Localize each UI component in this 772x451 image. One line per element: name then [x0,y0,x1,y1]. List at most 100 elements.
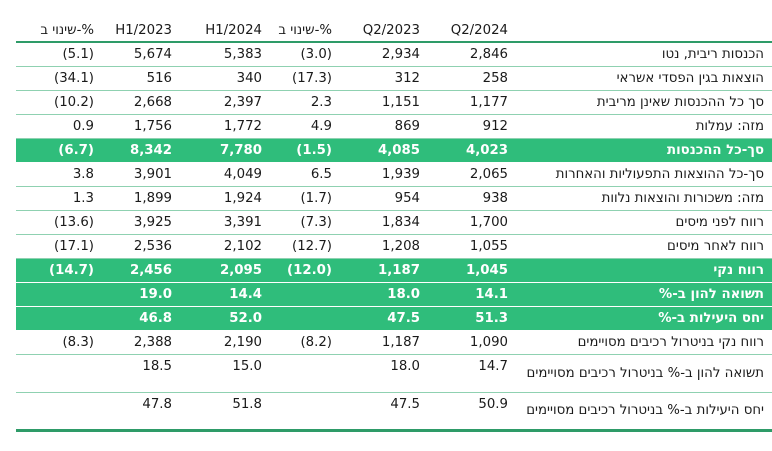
cell-change-q2 [266,282,336,307]
cell-change-h1: (10.2) [16,90,98,115]
cell-q2-2023: 18.0 [336,354,424,393]
cell-h1-2023: 3,925 [98,210,176,235]
cell-change-q2: (17.3) [266,66,336,91]
cell-change-q2: 6.5 [266,162,336,187]
table-row: (8.3) 2,388 2,190 (8.2) 1,187 1,090 רווח נקי ב… [16,330,772,355]
table-row: 0.9 1,756 1,772 4.9 869 912 מזה: עמלות [16,114,772,139]
cell-q2-2024: 1,177 [424,90,512,115]
cell-q2-2024: 50.9 [424,392,512,432]
header-change-h1: שינוי ב-% [16,4,98,43]
cell-q2-2024: 1,055 [424,234,512,259]
table-row: 1.3 1,899 1,924 (1.7) 954 938 מזה: משכורות והו… [16,186,772,211]
cell-change-h1 [16,306,98,331]
table-body: (5.1) 5,674 5,383 (3.0) 2,934 2,846 הכנסות ריב… [16,42,772,432]
cell-h1-2023: 5,674 [98,42,176,67]
cell-q2-2023: 47.5 [336,306,424,331]
cell-h1-2023: 3,901 [98,162,176,187]
cell-q2-2024: 2,065 [424,162,512,187]
cell-h1-2023: 47.8 [98,392,176,432]
cell-q2-2024: 258 [424,66,512,91]
cell-h1-2024: 51.8 [176,392,266,432]
cell-h1-2023: 1,899 [98,186,176,211]
row-label: סך כל ההכנסות שאינן מריבית [512,90,772,115]
row-label: רווח לפני מיסים [512,210,772,235]
cell-h1-2024: 2,095 [176,258,266,283]
cell-q2-2023: 47.5 [336,392,424,432]
cell-change-q2: 2.3 [266,90,336,115]
cell-h1-2024: 5,383 [176,42,266,67]
cell-q2-2023: 1,187 [336,258,424,283]
cell-h1-2024: 14.4 [176,282,266,307]
cell-q2-2023: 1,151 [336,90,424,115]
cell-h1-2024: 1,772 [176,114,266,139]
cell-change-q2: (12.0) [266,258,336,283]
cell-change-q2 [266,392,336,432]
cell-h1-2024: 52.0 [176,306,266,331]
cell-h1-2023: 8,342 [98,138,176,163]
header-q2-2023: Q2/2023 [336,4,424,43]
cell-h1-2023: 2,668 [98,90,176,115]
cell-q2-2023: 1,187 [336,330,424,355]
cell-q2-2023: 1,939 [336,162,424,187]
row-label: רווח נקי בניטרול רכיבים מסויימים [512,330,772,355]
row-label: הוצאות בגין הפסדי אשראי [512,66,772,91]
cell-q2-2024: 14.1 [424,282,512,307]
header-label [512,4,772,43]
header-q2-2024: Q2/2024 [424,4,512,43]
cell-q2-2024: 14.7 [424,354,512,393]
header-h1-2024: H1/2024 [176,4,266,43]
table-row: (13.6) 3,925 3,391 (7.3) 1,834 1,700 רווח לפני… [16,210,772,235]
cell-change-h1: 3.8 [16,162,98,187]
cell-change-h1: (6.7) [16,138,98,163]
cell-h1-2023: 19.0 [98,282,176,307]
header-h1-2023: H1/2023 [98,4,176,43]
cell-change-q2: (1.7) [266,186,336,211]
row-label: יחס היעילות ב-% בניטרול רכיבים מסויימים [512,392,772,432]
cell-q2-2023: 1,208 [336,234,424,259]
row-label: מזה: עמלות [512,114,772,139]
cell-q2-2023: 954 [336,186,424,211]
row-label: סך-כל ההכנסות [512,138,772,163]
cell-q2-2023: 869 [336,114,424,139]
header-row: שינוי ב-% H1/2023 H1/2024 שינוי ב-% Q2/2… [16,4,772,43]
cell-q2-2024: 1,045 [424,258,512,283]
cell-change-h1: (5.1) [16,42,98,67]
cell-change-h1: 0.9 [16,114,98,139]
cell-h1-2023: 1,756 [98,114,176,139]
financial-summary-table: שינוי ב-% H1/2023 H1/2024 שינוי ב-% Q2/2… [16,4,772,432]
cell-q2-2023: 18.0 [336,282,424,307]
cell-h1-2024: 7,780 [176,138,266,163]
cell-q2-2024: 51.3 [424,306,512,331]
cell-q2-2024: 912 [424,114,512,139]
table-row: (17.1) 2,536 2,102 (12.7) 1,208 1,055 רווח לאח… [16,234,772,259]
cell-change-h1 [16,354,98,393]
table-row: 47.8 51.8 47.5 50.9 יחס היעילות ב-% בניטרול … [16,392,772,432]
table-row: (10.2) 2,668 2,397 2.3 1,151 1,177 סך כל ההכנס… [16,90,772,115]
row-label: תשואה להון ב-% [512,282,772,307]
row-label: סך-כל ההוצאות התפעוליות והאחרות [512,162,772,187]
cell-q2-2023: 312 [336,66,424,91]
cell-h1-2024: 340 [176,66,266,91]
cell-h1-2023: 2,456 [98,258,176,283]
cell-change-h1: 1.3 [16,186,98,211]
cell-change-q2 [266,306,336,331]
table-row: (14.7) 2,456 2,095 (12.0) 1,187 1,045 רווח נקי [16,258,772,283]
cell-q2-2024: 1,700 [424,210,512,235]
cell-h1-2024: 2,102 [176,234,266,259]
cell-h1-2024: 1,924 [176,186,266,211]
cell-q2-2023: 1,834 [336,210,424,235]
table-row: 46.8 52.0 47.5 51.3 יחס היעילות ב-% [16,306,772,331]
cell-q2-2024: 4,023 [424,138,512,163]
cell-change-h1: (17.1) [16,234,98,259]
table-row: (34.1) 516 340 (17.3) 312 258 הוצאות בגין הפסד… [16,66,772,91]
cell-change-h1: (13.6) [16,210,98,235]
cell-h1-2024: 15.0 [176,354,266,393]
cell-h1-2023: 46.8 [98,306,176,331]
cell-h1-2024: 3,391 [176,210,266,235]
cell-change-q2: (3.0) [266,42,336,67]
row-label: יחס היעילות ב-% [512,306,772,331]
cell-change-q2 [266,354,336,393]
table-row: (6.7) 8,342 7,780 (1.5) 4,085 4,023 סך-כל ההכנ… [16,138,772,163]
cell-q2-2024: 2,846 [424,42,512,67]
cell-h1-2023: 2,388 [98,330,176,355]
